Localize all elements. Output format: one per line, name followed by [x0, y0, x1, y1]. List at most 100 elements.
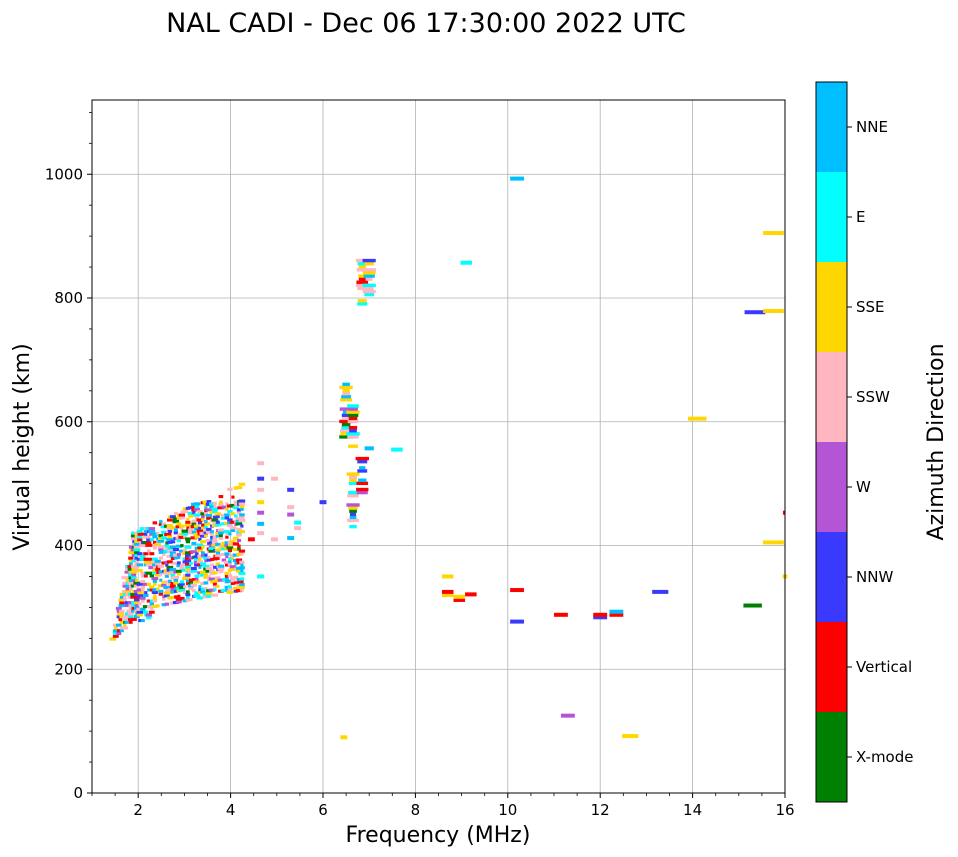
- echo-point: [287, 512, 295, 517]
- echo-point: [146, 538, 152, 542]
- echo-point: [235, 522, 243, 526]
- echo-point: [225, 502, 229, 506]
- echo-point: [230, 512, 236, 516]
- echo-point: [206, 594, 212, 598]
- echo-point: [145, 613, 152, 617]
- echo-point: [347, 518, 359, 523]
- echo-point: [554, 612, 568, 617]
- echo-point: [134, 564, 140, 569]
- echo-point: [257, 510, 265, 515]
- echo-point: [782, 510, 786, 515]
- echo-point: [163, 571, 171, 576]
- echo-point: [178, 588, 186, 592]
- echo-point: [185, 573, 191, 577]
- echo-point: [153, 582, 157, 586]
- echo-point: [460, 260, 472, 265]
- echo-point: [234, 561, 238, 565]
- echo-point: [143, 535, 149, 539]
- colorbar-segment: [816, 172, 847, 262]
- echo-point: [231, 556, 235, 560]
- echo-point: [227, 540, 233, 544]
- echo-point: [227, 523, 233, 528]
- plot-frame: [91, 99, 786, 794]
- echo-point: [151, 532, 159, 536]
- echo-point: [213, 585, 217, 589]
- y-axis-ticks: 0 200 400 600 800 1000: [45, 111, 92, 802]
- echo-point: [162, 597, 166, 601]
- echo-point: [341, 425, 351, 430]
- echo-point: [341, 413, 351, 417]
- echo-point: [347, 435, 359, 439]
- echo-point: [201, 526, 205, 530]
- echo-point: [123, 623, 127, 627]
- echo-point: [194, 591, 200, 595]
- echo-point: [188, 578, 193, 582]
- x-tick-label: 4: [226, 801, 236, 819]
- echo-point: [216, 556, 220, 560]
- echo-point: [203, 534, 208, 538]
- echo-point: [116, 612, 121, 616]
- echo-point: [157, 564, 165, 568]
- echo-point: [164, 546, 170, 551]
- echo-point: [349, 429, 357, 433]
- echo-point: [125, 617, 130, 621]
- echo-point: [218, 500, 223, 504]
- echo-point: [166, 524, 173, 528]
- echo-point: [222, 577, 226, 582]
- echo-point: [155, 562, 161, 566]
- echo-point: [173, 511, 178, 515]
- echo-point: [194, 527, 200, 531]
- echo-point: [199, 531, 207, 535]
- echo-point: [122, 592, 127, 596]
- echo-point: [234, 503, 238, 507]
- echo-point: [135, 537, 139, 541]
- echo-point: [125, 584, 131, 588]
- echo-point: [200, 570, 206, 574]
- echo-point: [218, 503, 224, 507]
- echo-point: [180, 544, 184, 548]
- echo-point: [140, 571, 146, 575]
- echo-point: [158, 592, 164, 596]
- echo-point: [129, 584, 133, 588]
- echo-point: [172, 600, 179, 605]
- echo-point: [139, 557, 147, 561]
- echo-point: [188, 556, 194, 560]
- echo-point: [131, 576, 137, 580]
- echo-point: [191, 578, 196, 582]
- echo-point: [185, 593, 191, 597]
- echo-point: [230, 540, 236, 544]
- echo-point: [348, 444, 358, 448]
- echo-point: [220, 513, 228, 518]
- echo-point: [230, 528, 236, 533]
- echo-point: [231, 581, 235, 585]
- echo-point: [131, 559, 136, 563]
- echo-point: [149, 588, 154, 592]
- echo-point: [176, 553, 181, 557]
- echo-point: [149, 538, 154, 542]
- echo-point: [227, 579, 233, 583]
- echo-point: [172, 517, 180, 521]
- echo-point: [157, 584, 164, 588]
- echo-point: [204, 506, 208, 510]
- colorbar-category-label: W: [856, 478, 871, 496]
- echo-point: [128, 615, 134, 619]
- echo-point: [175, 569, 182, 573]
- echo-point: [185, 595, 190, 599]
- echo-point: [205, 591, 213, 596]
- echo-point: [356, 487, 369, 492]
- echo-point: [128, 606, 133, 610]
- echo-point: [346, 503, 360, 507]
- echo-point: [145, 557, 153, 561]
- echo-point: [215, 551, 220, 555]
- echo-point: [146, 541, 152, 545]
- echo-point: [184, 554, 191, 558]
- echo-point: [164, 544, 170, 548]
- echo-point: [340, 735, 348, 740]
- echo-point: [169, 554, 176, 558]
- echo-point: [205, 530, 212, 534]
- echo-point: [229, 567, 237, 572]
- echo-point: [215, 534, 220, 538]
- echo-point: [140, 618, 145, 623]
- echo-point: [133, 584, 140, 588]
- echo-point: [235, 558, 243, 562]
